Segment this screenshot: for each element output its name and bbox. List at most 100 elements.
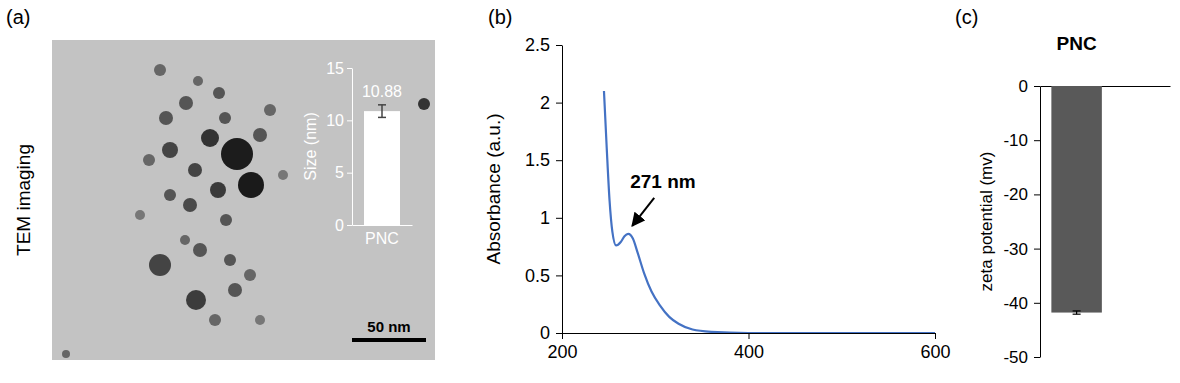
tick-label: -20 — [1003, 185, 1028, 204]
tick-mark — [556, 160, 562, 161]
y-axis: 0 5 10 15 — [326, 60, 352, 234]
tick-label: -40 — [1003, 294, 1028, 313]
tick-mark — [556, 103, 562, 104]
tick-label: 2.5 — [525, 35, 550, 55]
particle — [183, 198, 197, 212]
particle — [224, 254, 236, 266]
tick: 0 — [540, 323, 562, 343]
tick-label: 1 — [540, 208, 550, 228]
particle — [213, 87, 225, 99]
y-axis: -50 -40 -30 -20 -10 0 — [1003, 77, 1040, 367]
tick-mark — [1034, 86, 1040, 87]
bar — [364, 111, 400, 225]
tick: 200 — [547, 333, 577, 362]
tick: -10 — [1003, 131, 1040, 150]
y-axis-title: Size (nm) — [302, 112, 319, 180]
tick: 1 — [540, 208, 562, 228]
particle — [143, 154, 155, 166]
particle — [209, 314, 221, 326]
particle — [149, 254, 171, 276]
tick: 2 — [540, 93, 562, 113]
tick-label: 0 — [335, 217, 344, 234]
particle — [210, 182, 226, 198]
scale-bar — [352, 338, 426, 342]
particle — [162, 142, 178, 158]
tick: 5 — [335, 164, 352, 181]
tick-mark — [556, 333, 562, 334]
tick: 400 — [734, 333, 764, 362]
particle — [220, 214, 232, 226]
tick-mark — [562, 333, 563, 339]
spectrum-line — [604, 91, 935, 333]
particle — [186, 290, 206, 310]
tick-mark — [347, 173, 352, 174]
image-background — [52, 40, 435, 360]
tick-mark — [347, 225, 352, 226]
tick: PNC — [365, 225, 399, 247]
tick-mark — [1034, 303, 1040, 304]
particle — [180, 235, 190, 245]
axis-line — [352, 69, 353, 226]
tick-label: -30 — [1003, 240, 1028, 259]
error-bar — [1073, 311, 1081, 314]
error-cap — [378, 104, 386, 106]
plot-area — [1051, 86, 1101, 314]
tick: -20 — [1003, 185, 1040, 204]
annotation: 271 nm — [630, 171, 695, 192]
particle — [264, 104, 276, 116]
particle — [221, 138, 253, 170]
chart-title: PNC — [1057, 33, 1097, 54]
tick-mark — [1034, 194, 1040, 195]
tick-mark — [347, 120, 352, 121]
particle — [193, 243, 207, 257]
tick-label: 200 — [547, 342, 577, 362]
particle — [278, 170, 288, 180]
particle — [418, 98, 430, 110]
x-axis: PNC — [353, 225, 413, 247]
bar — [1051, 86, 1101, 313]
annotation-arrow — [632, 198, 654, 226]
y-axis: 0 0.5 1 1.5 2 2.5 — [525, 35, 563, 343]
particle — [179, 96, 193, 110]
tick-label: 2 — [540, 93, 550, 113]
tick: -30 — [1003, 240, 1040, 259]
particle — [228, 283, 242, 297]
tick: 1.5 — [525, 150, 562, 170]
tick: 600 — [920, 333, 950, 362]
particle — [201, 129, 219, 147]
tick-label: PNC — [365, 230, 399, 247]
particle — [135, 210, 145, 220]
tick-label: 0 — [540, 323, 550, 343]
y-axis-title: Absorbance (a.u.) — [483, 113, 504, 264]
side-label: TEM imaging — [13, 144, 34, 256]
particle — [164, 189, 176, 201]
error-cap — [1073, 310, 1081, 311]
tick: 2.5 — [525, 35, 562, 55]
particle — [244, 269, 256, 281]
error-stem — [381, 105, 383, 118]
tick-mark — [556, 218, 562, 219]
particle — [159, 111, 173, 125]
error-cap — [378, 117, 386, 119]
tick: 0.5 — [525, 266, 562, 286]
tick-mark — [1034, 357, 1040, 358]
tick-label: 15 — [326, 60, 344, 77]
particle — [193, 76, 203, 86]
tick-mark — [935, 333, 936, 339]
error-bar — [378, 105, 386, 118]
particle — [188, 163, 202, 177]
tick-mark — [749, 333, 750, 339]
tick-label: 0 — [1019, 77, 1028, 96]
tick-label: -50 — [1003, 348, 1028, 367]
tick-label: 400 — [734, 342, 764, 362]
tick-label: 1.5 — [525, 150, 550, 170]
particle — [253, 128, 267, 142]
axis-line — [1040, 87, 1041, 358]
axis-line — [353, 225, 413, 226]
particle — [255, 315, 265, 325]
panel-label: (c) — [955, 6, 978, 28]
tick-mark — [347, 68, 352, 69]
data-label: 10.88 — [362, 83, 402, 100]
tick: 10 — [326, 112, 352, 129]
panel-label: (a) — [6, 6, 30, 28]
